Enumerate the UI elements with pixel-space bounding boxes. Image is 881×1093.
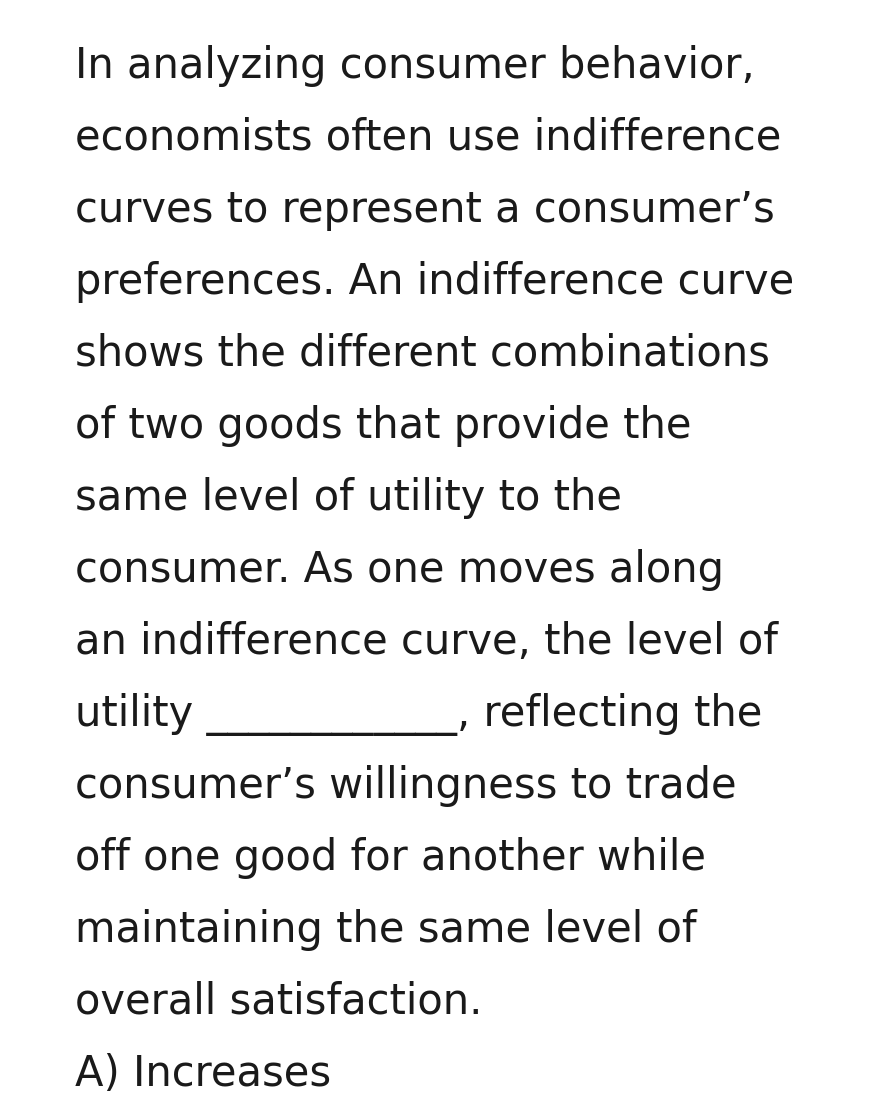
- Text: off one good for another while: off one good for another while: [75, 837, 706, 879]
- Text: of two goods that provide the: of two goods that provide the: [75, 406, 692, 447]
- Text: utility ____________, reflecting the: utility ____________, reflecting the: [75, 693, 762, 736]
- Text: curves to represent a consumer’s: curves to represent a consumer’s: [75, 189, 774, 231]
- Text: economists often use indifference: economists often use indifference: [75, 117, 781, 158]
- Text: same level of utility to the: same level of utility to the: [75, 477, 622, 519]
- Text: shows the different combinations: shows the different combinations: [75, 333, 770, 375]
- Text: preferences. An indifference curve: preferences. An indifference curve: [75, 261, 795, 303]
- Text: maintaining the same level of: maintaining the same level of: [75, 909, 697, 951]
- Text: consumer. As one moves along: consumer. As one moves along: [75, 549, 724, 591]
- Text: overall satisfaction.: overall satisfaction.: [75, 982, 483, 1023]
- Text: an indifference curve, the level of: an indifference curve, the level of: [75, 621, 778, 663]
- Text: A) Increases: A) Increases: [75, 1053, 331, 1093]
- Text: In analyzing consumer behavior,: In analyzing consumer behavior,: [75, 45, 755, 87]
- Text: consumer’s willingness to trade: consumer’s willingness to trade: [75, 765, 737, 807]
